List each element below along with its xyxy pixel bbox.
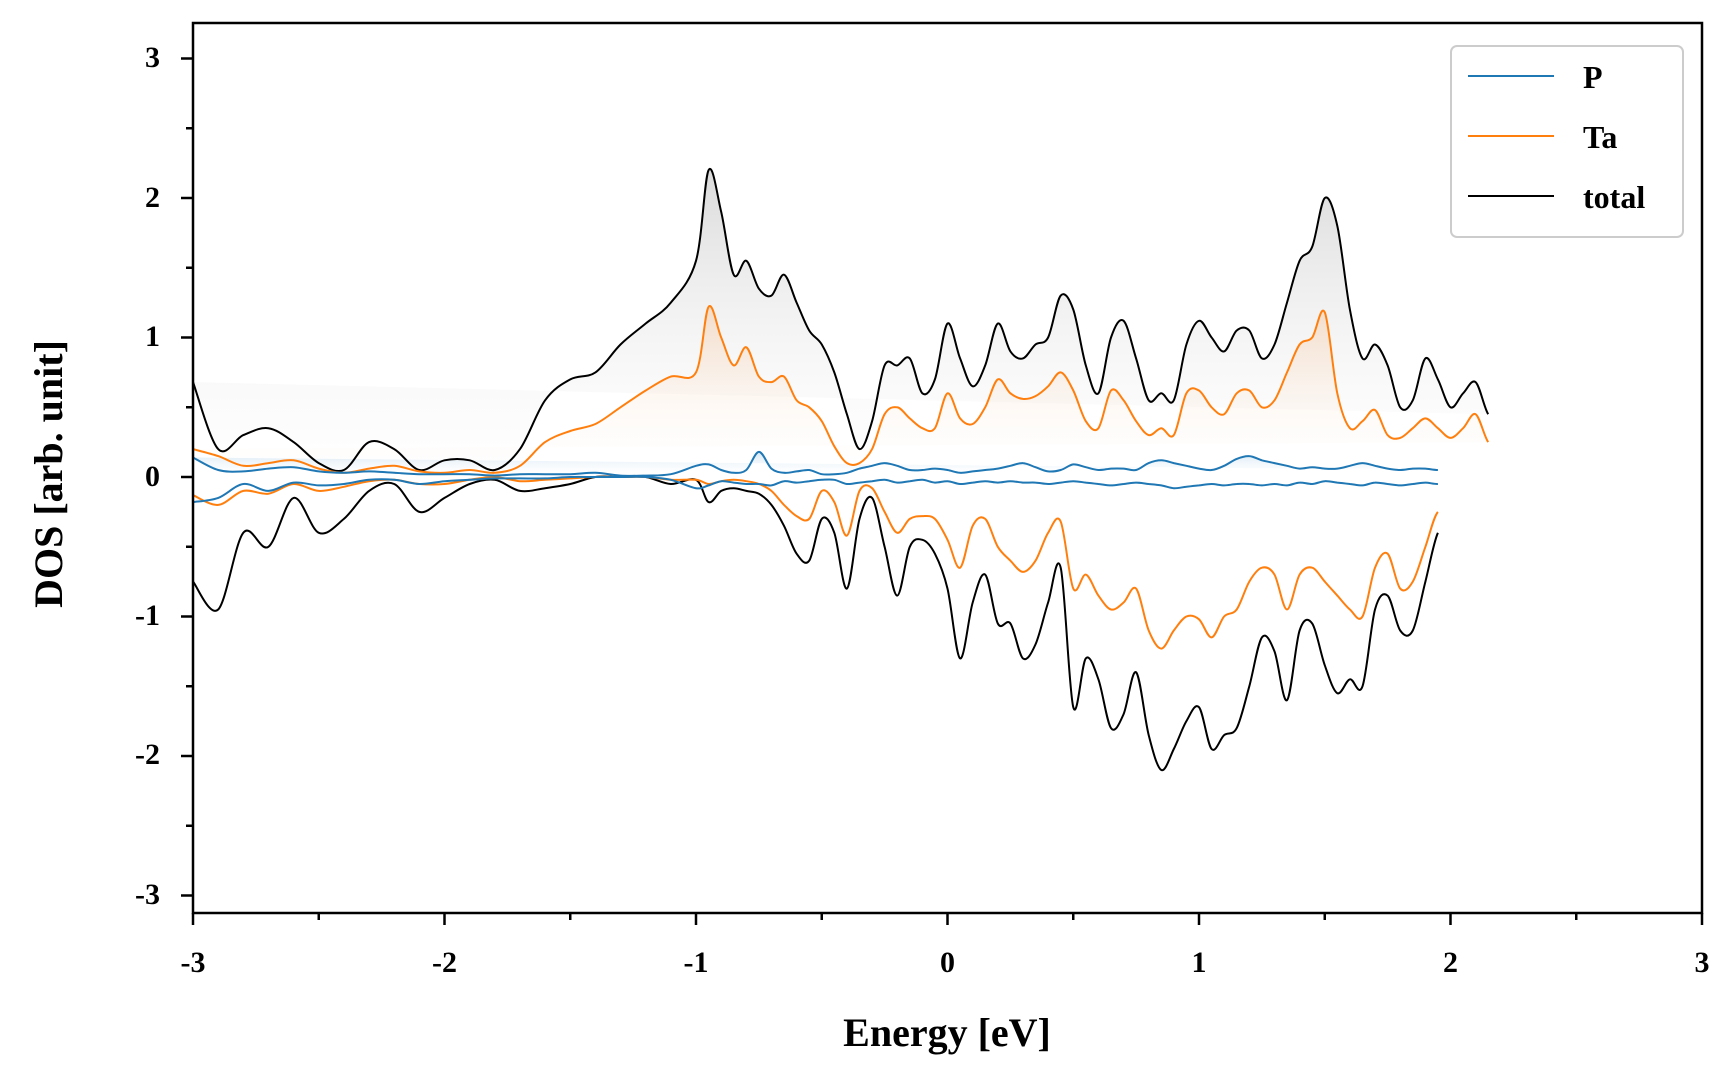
series-fill-p [193,451,1438,476]
legend-label-total: total [1583,179,1645,215]
y-tick-labels: -3 -2 -1 0 1 2 3 [135,41,160,911]
y-axis-title: DOS [arb. unit] [26,340,71,608]
x-tick-labels: -3 -2 -1 0 1 2 3 [181,946,1710,979]
x-tick-label: -1 [684,946,709,979]
series-line-p-down [193,475,1438,504]
x-tick-label: 1 [1192,946,1207,979]
series-line-ta-up [193,305,1490,474]
series-fills [193,168,1489,476]
x-tick-label: -2 [432,946,457,979]
x-axis-title: Energy [eV] [843,1010,1051,1055]
legend-label-ta: Ta [1583,119,1617,155]
y-tick-label: 0 [145,460,160,493]
legend-box [1450,45,1684,238]
y-tick-label: 3 [145,41,160,74]
x-tick-label: 3 [1695,946,1710,979]
y-tick-label: 1 [145,320,160,353]
axis-ticks [181,57,1704,925]
series-lines [193,167,1490,772]
y-tick-label: -1 [135,599,160,632]
x-tick-label: 2 [1443,946,1458,979]
y-tick-label: -3 [135,878,160,911]
series-line-ta-down [193,475,1439,650]
y-tick-label: 2 [145,181,160,214]
y-tick-label: -2 [135,738,160,771]
x-tick-label: -3 [181,946,206,979]
legend: P Ta total [1450,45,1684,238]
series-line-total-down [193,475,1439,772]
series-line-total-up [193,167,1490,473]
series-line-p-up [193,450,1438,477]
legend-label-p: P [1583,59,1603,95]
x-tick-label: 0 [940,946,955,979]
